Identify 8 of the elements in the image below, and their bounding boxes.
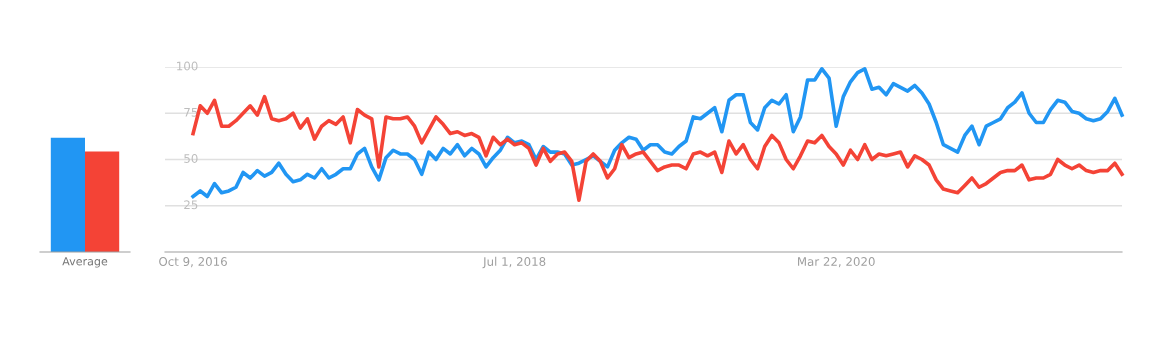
- y-tick-label: 100: [177, 61, 198, 71]
- x-tick-label: Mar 22, 2020: [798, 257, 875, 268]
- x-tick-label: Average: [62, 257, 108, 268]
- y-tick-label: 75: [184, 107, 198, 117]
- x-tick-label: Jul 1, 2018: [482, 256, 546, 269]
- x-tick-label: Oct 9, 2016: [159, 257, 227, 268]
- y-tick-label: 50: [184, 154, 198, 163]
- y-tick-label: 25: [184, 200, 198, 210]
